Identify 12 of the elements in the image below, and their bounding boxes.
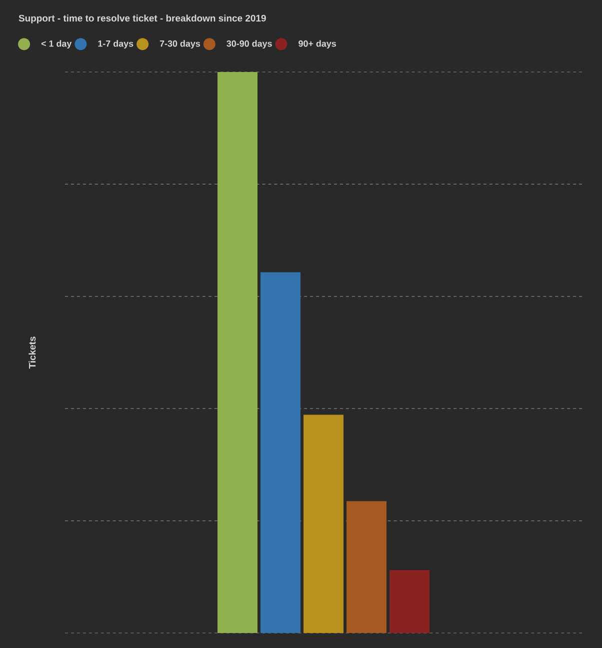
legend-label: 7-30 days [160,40,200,49]
bar [346,501,387,633]
legend-label: < 1 day [41,40,72,49]
legend-label: 1-7 days [98,40,134,49]
bar [304,414,344,633]
y-axis-title: Tickets [28,336,36,369]
legend-label: 30-90 days [226,40,272,49]
chart-title: Support - time to resolve ticket - breakdown since 2019 [18,14,266,24]
bar [260,272,301,633]
bar [390,570,430,633]
bar [218,72,258,633]
legend-label: 90+ days [298,40,336,49]
